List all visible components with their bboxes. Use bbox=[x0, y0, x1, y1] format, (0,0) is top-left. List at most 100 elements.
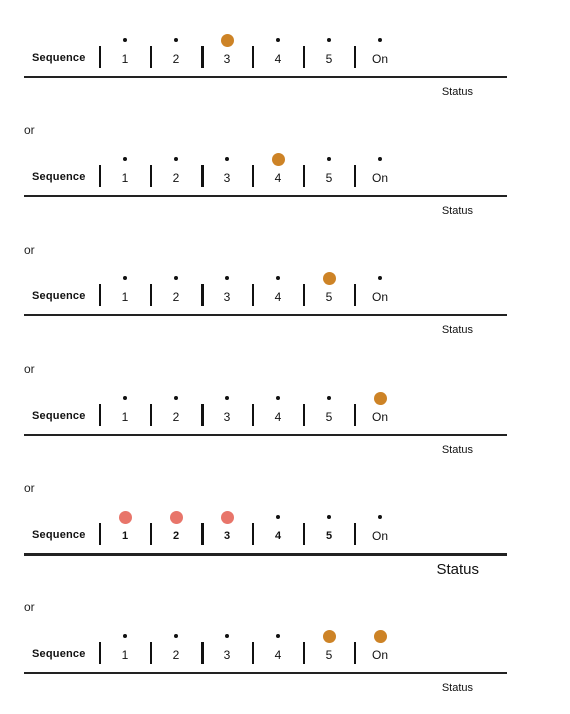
active-step-marker bbox=[373, 391, 387, 405]
active-step-marker bbox=[118, 510, 132, 524]
step-divider bbox=[354, 404, 356, 426]
step-label: 4 bbox=[274, 530, 282, 542]
step-label: 5 bbox=[325, 648, 333, 662]
step-label: On bbox=[371, 171, 388, 185]
step-label: 2 bbox=[172, 648, 180, 662]
step-label: On bbox=[371, 529, 388, 543]
step-label: 2 bbox=[172, 410, 180, 424]
sequence-panel: Sequence 1 2 3 4 5 On Status bbox=[24, 271, 507, 342]
inactive-step-marker bbox=[225, 634, 229, 638]
step-5: 5 bbox=[311, 629, 347, 670]
active-step-marker bbox=[220, 33, 234, 47]
step-divider bbox=[201, 165, 204, 187]
sequence-panel: Sequence 1 2 3 4 5 On Status bbox=[24, 510, 507, 581]
step-3: 3 bbox=[209, 272, 245, 312]
step-label: 5 bbox=[325, 290, 333, 304]
step-divider bbox=[252, 46, 254, 68]
or-separator: or bbox=[24, 481, 35, 495]
step-3: 3 bbox=[209, 153, 245, 193]
step-divider bbox=[99, 642, 101, 664]
step-label: On bbox=[371, 648, 388, 662]
inactive-step-marker bbox=[327, 38, 331, 42]
step-label: 4 bbox=[274, 52, 282, 66]
or-separator: or bbox=[24, 243, 35, 257]
sequence-label: Sequence bbox=[32, 410, 86, 422]
step-divider bbox=[99, 165, 101, 187]
step-divider bbox=[303, 46, 305, 68]
step-label: 2 bbox=[172, 290, 180, 304]
inactive-step-marker bbox=[378, 157, 382, 161]
baseline bbox=[24, 434, 507, 436]
active-step-marker bbox=[271, 152, 285, 166]
step-label: 5 bbox=[325, 171, 333, 185]
step-label: On bbox=[371, 410, 388, 424]
inactive-step-marker bbox=[327, 515, 331, 519]
inactive-step-marker bbox=[276, 396, 280, 400]
step-divider bbox=[354, 523, 356, 545]
step-5: 5 bbox=[311, 392, 347, 432]
active-step-marker bbox=[322, 629, 336, 643]
step-divider bbox=[99, 523, 101, 545]
step-4: 4 bbox=[260, 152, 296, 193]
step-2: 2 bbox=[158, 510, 194, 551]
step-3: 3 bbox=[209, 392, 245, 432]
step-label: 5 bbox=[325, 52, 333, 66]
sequence-panel: Sequence 1 2 3 4 5 On Status bbox=[24, 629, 507, 700]
step-label: 4 bbox=[274, 171, 282, 185]
inactive-step-marker bbox=[327, 157, 331, 161]
step-divider bbox=[201, 523, 204, 545]
step-label: 1 bbox=[121, 648, 129, 662]
step-label: 2 bbox=[172, 171, 180, 185]
sequence-label: Sequence bbox=[32, 529, 86, 541]
step-1: 1 bbox=[107, 272, 143, 312]
inactive-step-marker bbox=[276, 276, 280, 280]
active-step-marker bbox=[373, 629, 387, 643]
step-3: 3 bbox=[209, 510, 245, 551]
step-1: 1 bbox=[107, 34, 143, 74]
step-1: 1 bbox=[107, 630, 143, 670]
inactive-step-marker bbox=[378, 515, 382, 519]
step-divider bbox=[303, 284, 305, 306]
step-divider bbox=[354, 284, 356, 306]
step-divider bbox=[252, 165, 254, 187]
step-on: On bbox=[362, 153, 398, 193]
step-label: 1 bbox=[121, 290, 129, 304]
step-3: 3 bbox=[209, 630, 245, 670]
step-divider bbox=[252, 404, 254, 426]
step-2: 2 bbox=[158, 34, 194, 74]
or-separator: or bbox=[24, 123, 35, 137]
status-label: Status bbox=[441, 682, 473, 694]
inactive-step-marker bbox=[123, 276, 127, 280]
step-on: On bbox=[362, 391, 398, 432]
baseline bbox=[24, 553, 507, 556]
sequence-panel: Sequence 1 2 3 4 5 On Status bbox=[24, 152, 507, 223]
inactive-step-marker bbox=[174, 396, 178, 400]
step-5: 5 bbox=[311, 271, 347, 312]
inactive-step-marker bbox=[378, 38, 382, 42]
active-step-marker bbox=[322, 271, 336, 285]
step-divider bbox=[252, 523, 254, 545]
step-label: 4 bbox=[274, 648, 282, 662]
step-divider bbox=[252, 284, 254, 306]
status-label: Status bbox=[441, 324, 473, 336]
step-1: 1 bbox=[107, 153, 143, 193]
inactive-step-marker bbox=[123, 157, 127, 161]
step-5: 5 bbox=[311, 34, 347, 74]
step-label: On bbox=[371, 290, 388, 304]
step-2: 2 bbox=[158, 392, 194, 432]
step-4: 4 bbox=[260, 511, 296, 551]
step-4: 4 bbox=[260, 272, 296, 312]
inactive-step-marker bbox=[378, 276, 382, 280]
inactive-step-marker bbox=[276, 634, 280, 638]
step-divider bbox=[150, 642, 152, 664]
inactive-step-marker bbox=[123, 38, 127, 42]
inactive-step-marker bbox=[174, 276, 178, 280]
sequence-label: Sequence bbox=[32, 52, 86, 64]
step-4: 4 bbox=[260, 630, 296, 670]
sequence-label: Sequence bbox=[32, 290, 86, 302]
step-divider bbox=[201, 404, 204, 426]
inactive-step-marker bbox=[225, 396, 229, 400]
step-on: On bbox=[362, 511, 398, 551]
inactive-step-marker bbox=[123, 634, 127, 638]
step-divider bbox=[150, 284, 152, 306]
